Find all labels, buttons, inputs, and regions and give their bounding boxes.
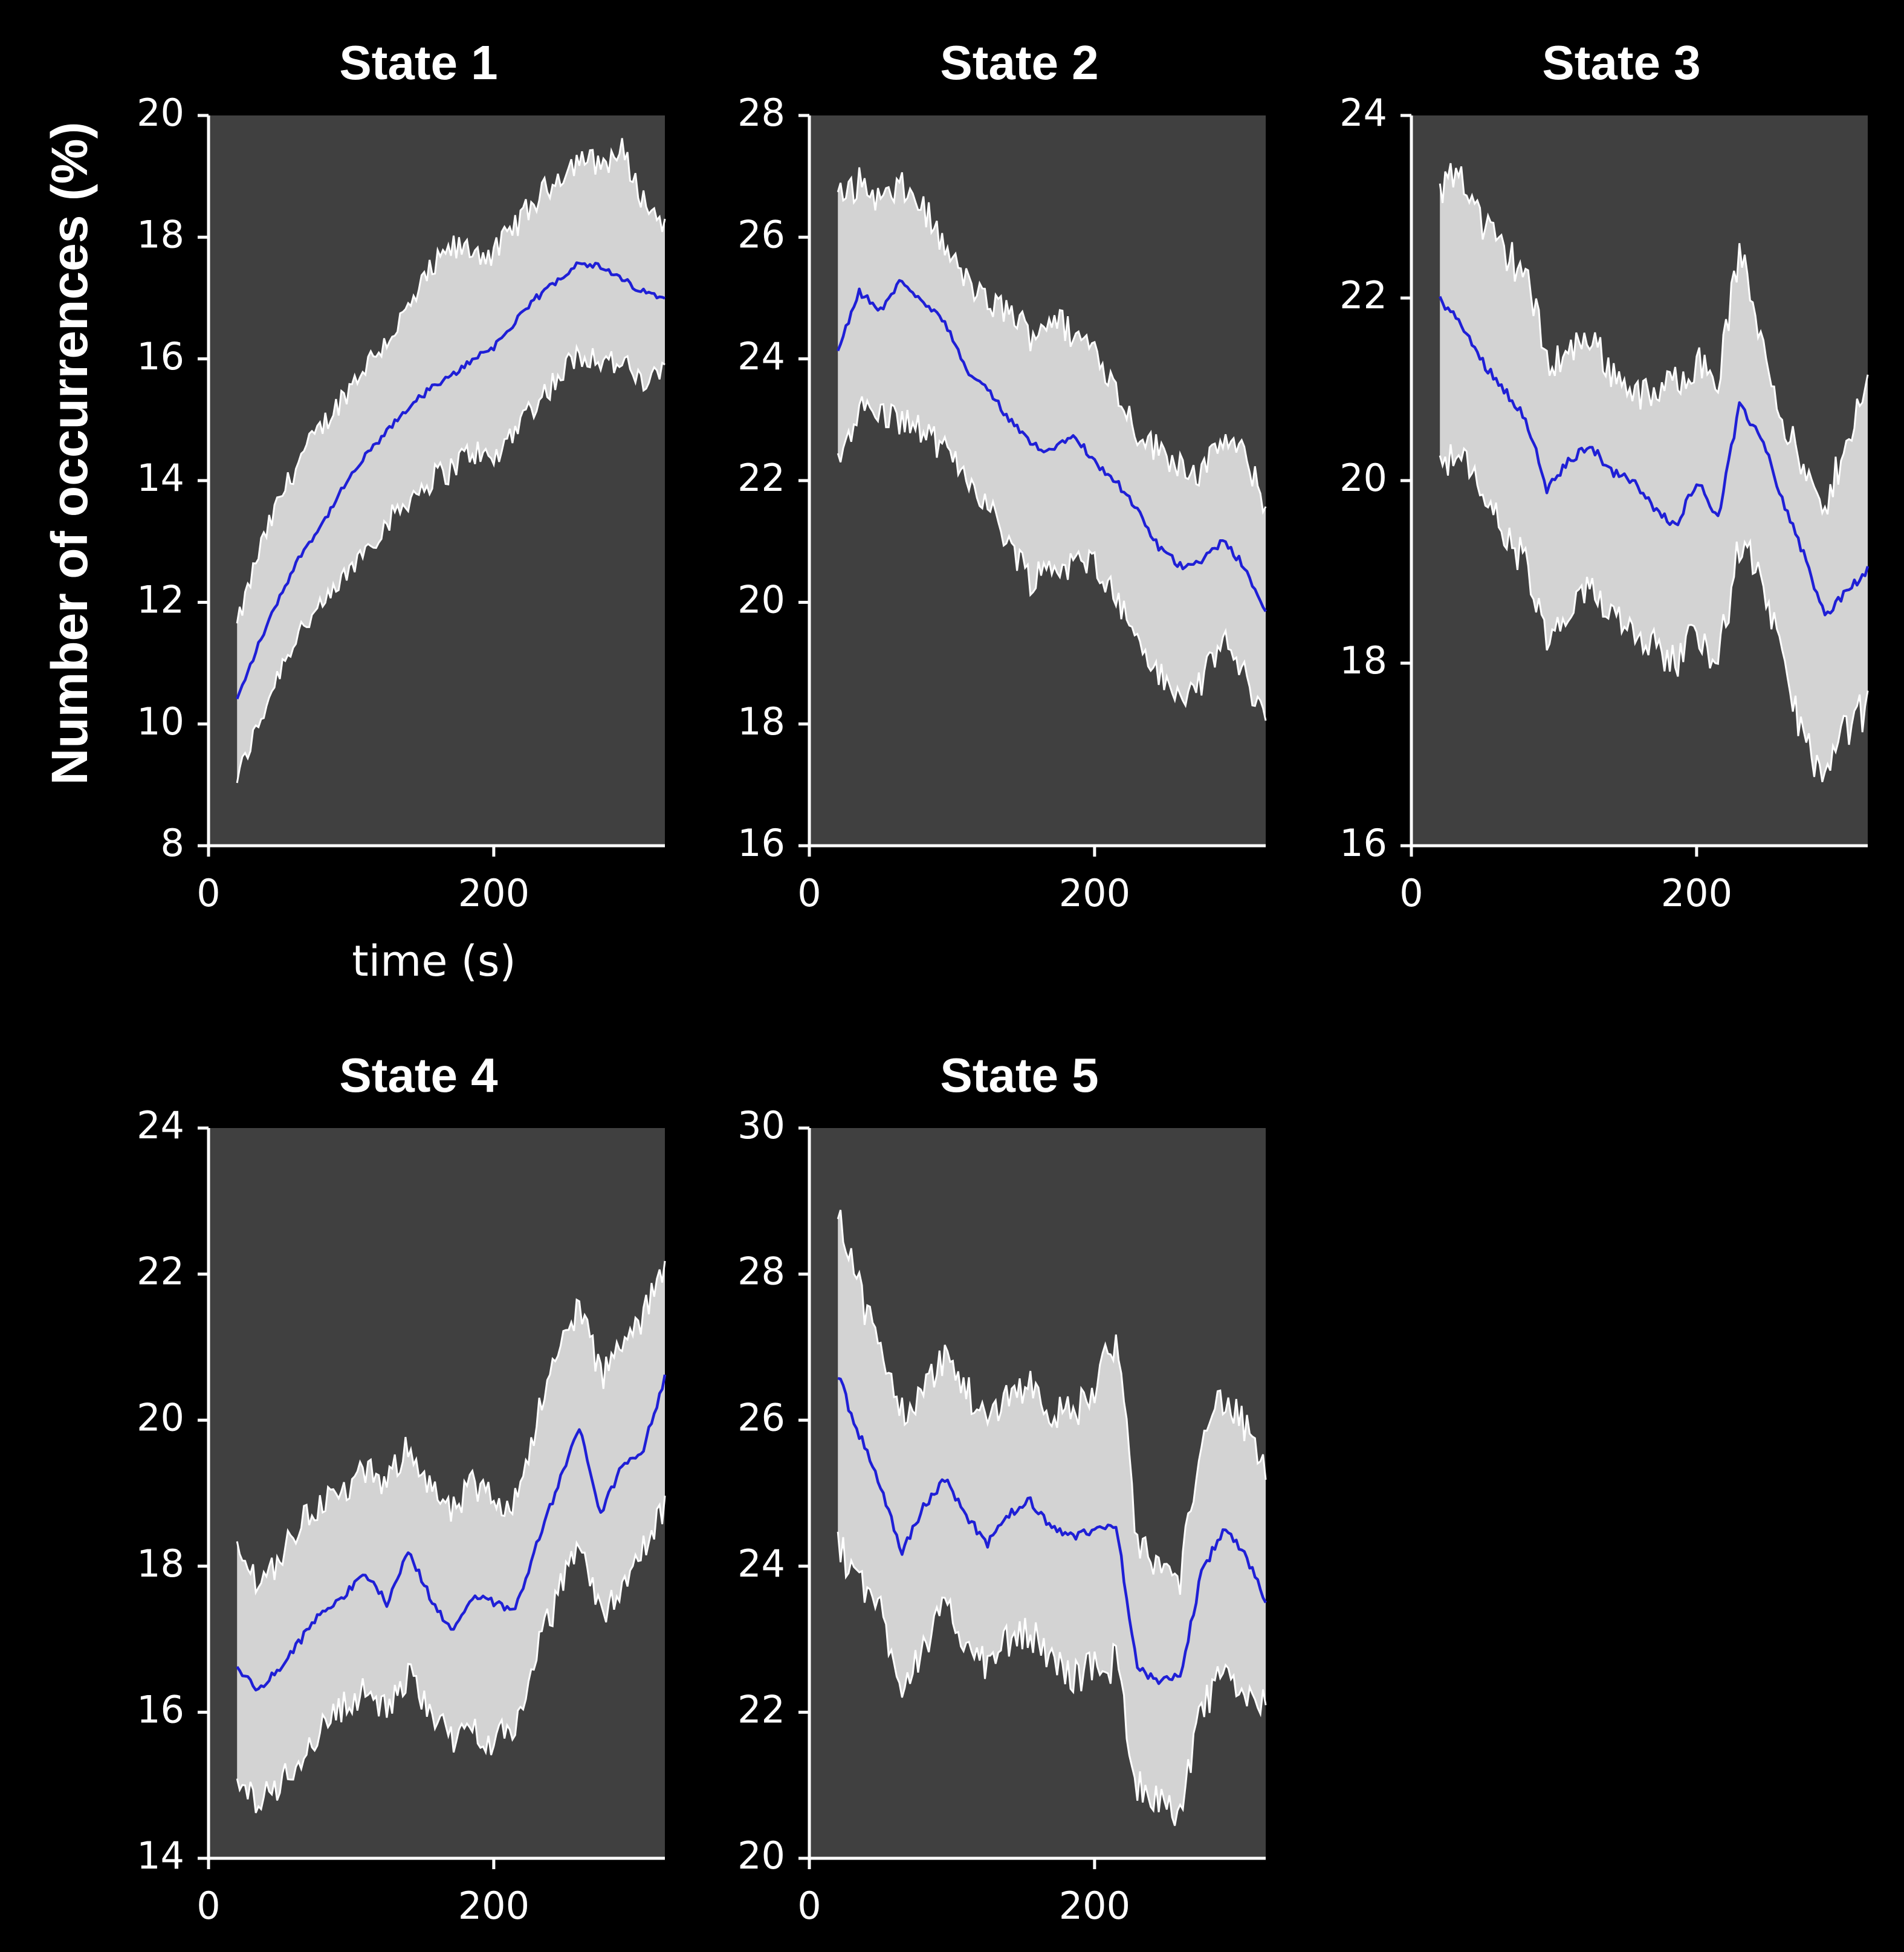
band-upper-edge (1439, 163, 1869, 516)
y-tick-label: 18 (137, 1542, 184, 1586)
mean-line (236, 1374, 667, 1691)
y-tick-label: 16 (137, 1687, 184, 1731)
band-lower-edge (236, 343, 665, 783)
y-tick-label: 16 (737, 821, 785, 865)
y-tick-label: 26 (737, 1395, 785, 1439)
band-upper-edge (837, 1210, 1267, 1595)
mean-line (236, 261, 665, 699)
x-tick-label: 0 (196, 871, 220, 915)
band-lower-edge (837, 396, 1267, 721)
panel-2: 16 18 20 22 24 26 28 0 200 State 2 (737, 36, 1267, 915)
y-tick-label: 26 (737, 212, 785, 256)
band-lower-edge (1439, 444, 1869, 782)
confidence-band (838, 167, 1266, 721)
y-tick-label: 16 (1339, 821, 1387, 865)
confidence-band (237, 138, 665, 783)
y-tick-label: 16 (137, 334, 184, 378)
x-tick-label: 200 (458, 1884, 529, 1928)
y-tick-label: 14 (137, 456, 184, 500)
y-tick-label: 22 (137, 1250, 184, 1294)
y-tick-label: 18 (737, 699, 785, 744)
y-tick-label: 22 (737, 456, 785, 500)
panel-title: State 3 (1542, 36, 1700, 89)
panel-4: 14 16 18 20 22 24 0 200 State 4 (137, 1048, 667, 1928)
y-axis-title: Number of occurrences (%) (41, 122, 98, 785)
x-tick-label: 0 (797, 1884, 821, 1928)
panel-title: State 1 (339, 36, 497, 89)
y-tick-label: 10 (137, 699, 184, 744)
y-tick-label: 8 (161, 821, 184, 865)
x-tick-label: 200 (1059, 871, 1130, 915)
confidence-band (237, 1260, 665, 1813)
x-tick-label: 200 (458, 871, 529, 915)
y-tick-label: 20 (737, 577, 785, 621)
panel-title: State 2 (940, 36, 1098, 89)
x-tick-label: 0 (196, 1884, 220, 1928)
panel-3: 16 18 20 22 24 0 200 State 3 (1339, 36, 1870, 915)
x-tick-label: 0 (1399, 871, 1423, 915)
x-axis-title: time (s) (352, 936, 516, 986)
mean-line (837, 1376, 1267, 1685)
y-tick-label: 30 (737, 1103, 785, 1147)
y-tick-label: 14 (137, 1834, 184, 1878)
mean-line (837, 279, 1267, 612)
y-tick-label: 20 (737, 1834, 785, 1878)
x-tick-label: 200 (1059, 1884, 1130, 1928)
y-tick-label: 28 (737, 91, 785, 135)
confidence-band (838, 1210, 1266, 1826)
y-tick-label: 22 (737, 1687, 785, 1731)
x-tick-label: 200 (1661, 871, 1732, 915)
band-upper-edge (236, 138, 666, 624)
y-tick-label: 24 (1339, 91, 1387, 135)
band-upper-edge (837, 167, 1267, 515)
y-tick-label: 24 (737, 334, 785, 378)
y-tick-label: 20 (137, 1395, 184, 1439)
band-lower-edge (236, 1496, 666, 1814)
mean-line (1439, 296, 1870, 617)
panel-title: State 4 (339, 1048, 498, 1102)
confidence-band (1440, 163, 1868, 782)
y-tick-label: 28 (737, 1250, 785, 1294)
y-tick-label: 24 (137, 1103, 184, 1147)
y-tick-label: 20 (1339, 456, 1387, 500)
panel-title: State 5 (940, 1048, 1098, 1102)
y-tick-label: 24 (737, 1542, 785, 1586)
band-lower-edge (837, 1531, 1267, 1826)
x-tick-label: 0 (797, 871, 821, 915)
panel-5: 20 22 24 26 28 30 0 200 State 5 (737, 1048, 1267, 1928)
y-tick-label: 22 (1339, 273, 1387, 317)
y-tick-label: 12 (137, 577, 184, 621)
y-tick-label: 20 (137, 91, 184, 135)
band-upper-edge (236, 1260, 666, 1596)
y-tick-label: 18 (1339, 638, 1387, 683)
y-tick-label: 18 (137, 212, 184, 256)
